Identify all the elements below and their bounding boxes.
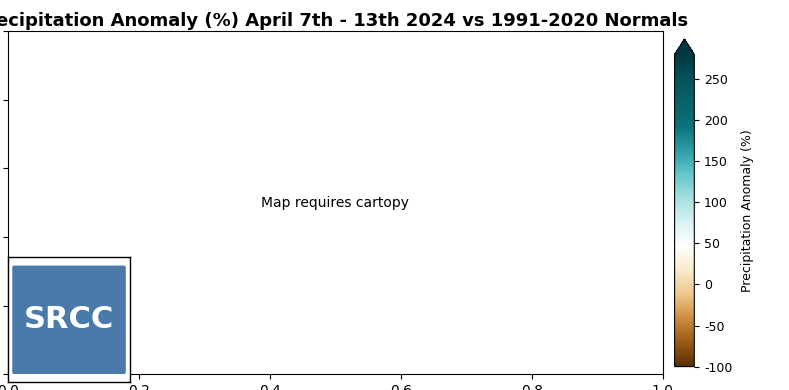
Y-axis label: Precipitation Anomaly (%): Precipitation Anomaly (%)	[741, 129, 753, 292]
Text: Precipitation Anomaly (%) April 7th - 13th 2024 vs 1991-2020 Normals: Precipitation Anomaly (%) April 7th - 13…	[0, 12, 689, 30]
Text: SRCC: SRCC	[24, 305, 114, 334]
PathPatch shape	[675, 39, 694, 55]
Text: Map requires cartopy: Map requires cartopy	[261, 196, 409, 210]
Polygon shape	[17, 270, 121, 360]
FancyBboxPatch shape	[12, 265, 126, 375]
